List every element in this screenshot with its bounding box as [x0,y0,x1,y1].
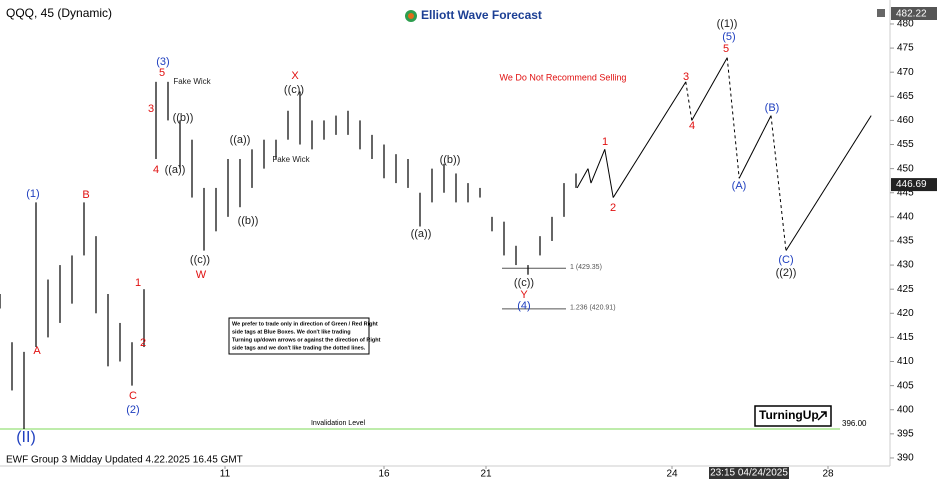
top-price: 482.22 [896,9,927,20]
wave-label: X [291,70,299,82]
wave-label: A [33,345,41,357]
wave-label: ((b)) [173,112,194,124]
signal: TurningUp [759,408,819,422]
wave-label: 4 [689,120,695,132]
brand: Elliott Wave Forecast [421,8,542,22]
wave-label: Y [520,289,528,301]
wave-label: 3 [148,103,154,115]
note-line: We prefer to trade only in direction of … [232,321,378,327]
x-tick-label: 16 [378,469,390,480]
projection-segment [691,57,728,121]
wave-label: ((a)) [165,164,186,176]
warning: We Do Not Recommend Selling [500,72,627,82]
wave-label: Fake Wick [173,77,211,86]
wave-label: 2 [140,337,146,349]
wave-label: 5 [723,43,729,55]
wave-label: 1 [135,277,141,289]
note-box [228,317,370,355]
projection-segment [587,168,592,184]
wave-label: Fake Wick [272,155,310,164]
cursor-date-box [709,467,789,479]
y-tick-label: 405 [897,380,914,391]
y-tick-label: 390 [897,453,914,464]
wave-label: ((c)) [284,84,304,96]
footer: EWF Group 3 Midday Updated 4.22.2025 16.… [6,455,243,466]
top-price-box [891,7,937,20]
projection-segment [726,57,740,179]
y-tick-label: 480 [897,19,914,30]
signal-box [754,405,832,427]
y-tick-label: 450 [897,163,914,174]
x-tick-label: 11 [220,469,231,480]
projection-segment [738,115,772,179]
wave-label: (II) [16,429,36,446]
y-tick-label: 415 [897,332,914,343]
wave-label: ((a)) [411,228,432,240]
last-price-box [891,178,937,192]
y-tick-label: 465 [897,91,914,102]
fib-label: 1 (429.35) [570,264,602,271]
wave-label: (B) [765,102,780,114]
wave-label: ((2)) [776,267,797,279]
wave-label: 3 [683,71,689,83]
wave-label: B [82,189,89,201]
note-line: side tags at Blue Boxes. We don't like t… [232,329,351,335]
wave-label: (C) [778,254,793,266]
wave-label: (1) [26,188,39,200]
last-price: 446.69 [896,179,927,190]
x-tick-label: 24 [666,469,678,480]
y-tick-label: 395 [897,428,914,439]
projection-segment [785,115,872,251]
wave-label: ((c)) [514,277,534,289]
corner-icon [877,9,885,17]
projection-segment [604,149,614,198]
wave-label: 1 [602,136,608,148]
wave-label: 4 [153,164,159,176]
logo-icon-inner [408,13,414,19]
invalidation-text: Invalidation Level [311,420,366,427]
chart-title: QQQ, 45 (Dynamic) [6,6,112,20]
y-tick-label: 435 [897,236,914,247]
y-tick-label: 400 [897,404,914,415]
wave-label: (2) [126,404,139,416]
wave-label: ((1)) [717,18,738,30]
wave-label: ((c)) [190,254,210,266]
y-tick-label: 455 [897,139,914,150]
wave-label: ((b)) [238,215,259,227]
fib-label: 1.236 (420.91) [570,305,616,312]
wave-label: (3) [156,56,169,68]
wave-label: (4) [517,300,530,312]
projection-segment [770,115,787,251]
wave-label: 2 [610,202,616,214]
wave-label: (A) [732,180,747,192]
y-tick-label: 425 [897,284,914,295]
y-tick-label: 430 [897,260,914,271]
projection-segment [612,81,687,198]
wave-label: 5 [159,67,165,79]
projection-segment [576,168,589,189]
cursor-date: 23:15 04/24/2025 [710,468,788,479]
y-tick-label: 460 [897,115,914,126]
note-line: side tags and we don't like trading the … [232,345,366,351]
y-tick-label: 475 [897,43,914,54]
y-tick-label: 470 [897,67,914,78]
wave-label: C [129,390,137,402]
x-tick-label: 28 [822,469,834,480]
wave-label: ((a)) [230,134,251,146]
projection-segment [590,149,606,184]
x-tick-label: 21 [480,469,492,480]
wave-label: ((b)) [440,154,461,166]
wave-label: W [196,269,207,281]
y-tick-label: 410 [897,356,914,367]
signal-arrow [817,411,827,421]
wave-label: (5) [722,31,735,43]
y-tick-label: 420 [897,308,914,319]
projection-segment [685,81,693,121]
note-line: Turning up/down arrows or against the di… [232,337,381,343]
y-tick-label: 440 [897,211,914,222]
y-tick-label: 445 [897,187,914,198]
invalidation-label: 396.00 [842,419,867,428]
